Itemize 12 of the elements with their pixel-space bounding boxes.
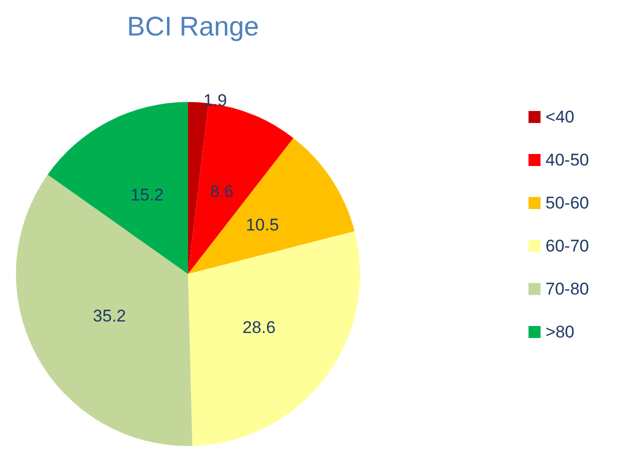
legend-label: 60-70: [546, 236, 590, 256]
data-label: 28.6: [242, 318, 276, 338]
legend-label: <40: [546, 108, 574, 126]
legend-label: 70-80: [546, 280, 590, 298]
data-label: 10.5: [246, 216, 279, 235]
legend-label: 50-60: [546, 194, 590, 212]
data-label: 35.2: [92, 306, 126, 326]
chart-title: BCI Range: [126, 12, 260, 42]
data-label: 15.2: [130, 185, 164, 204]
legend-label: >80: [546, 322, 574, 342]
data-label: 8.6: [210, 182, 234, 202]
legend-label: 40-50: [546, 150, 590, 170]
